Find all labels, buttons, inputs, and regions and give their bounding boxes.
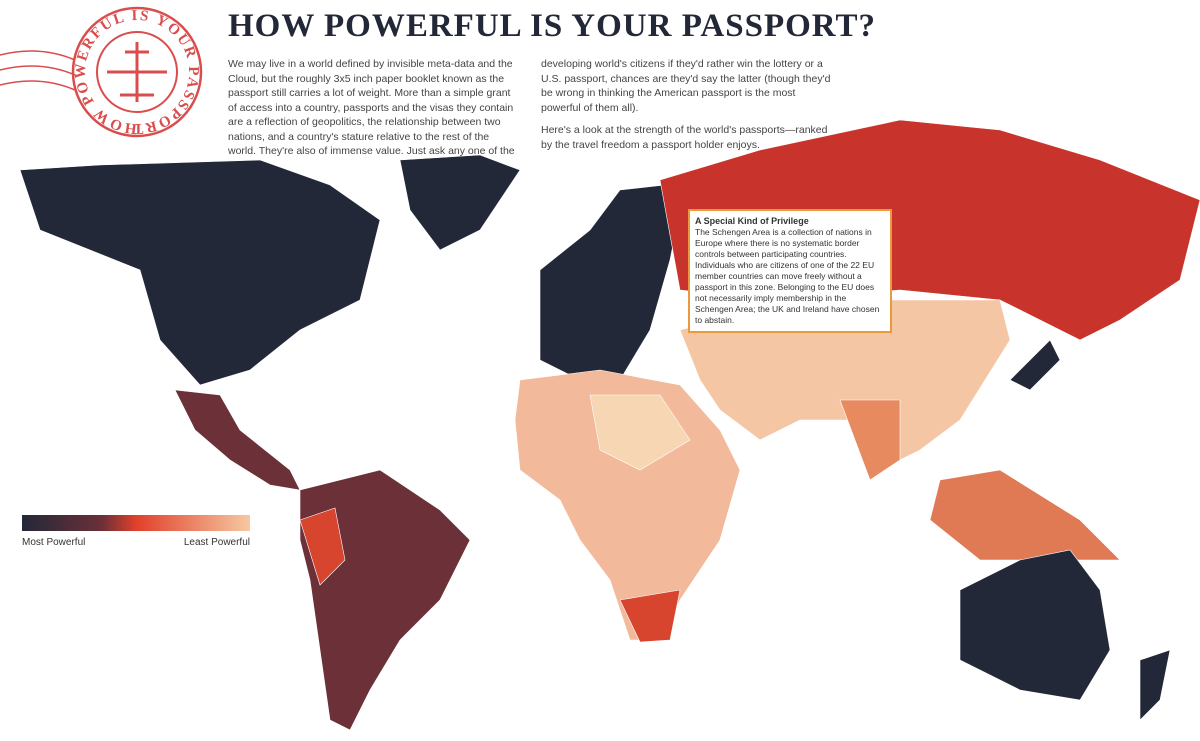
callout: A Special Kind of Privilege The Schengen… [688,209,892,333]
legend-label: Least Powerful [183,537,250,548]
paragraph: developing world's citizens if they'd ra… [541,58,831,114]
intro-column: We may live in a world defined by invisi… [228,57,518,167]
title: HOW POWERFUL IS YOUR PASSPORT? [228,8,876,44]
stamp: HOW POWERFUL IS YOUR PASSPORT? [0,0,203,138]
stamp-text: HOW POWERFUL IS YOUR PASSPORT? [0,0,201,136]
callout-body: The Schengen Area is a collection of nat… [695,227,880,325]
countries [19,119,1200,731]
stamp-text-path: HOW POWERFUL IS YOUR PASSPORT? [0,0,199,136]
legend-label: Most Powerful [22,537,86,548]
paragraph: Here's a look at the strength of the wor… [541,124,828,151]
intro-column: developing world's citizens if they'd ra… [541,57,831,160]
callout-title: A Special Kind of Privilege [695,216,809,226]
paragraph: We may live in a world defined by invisi… [228,58,515,157]
legend-bar [22,515,250,531]
